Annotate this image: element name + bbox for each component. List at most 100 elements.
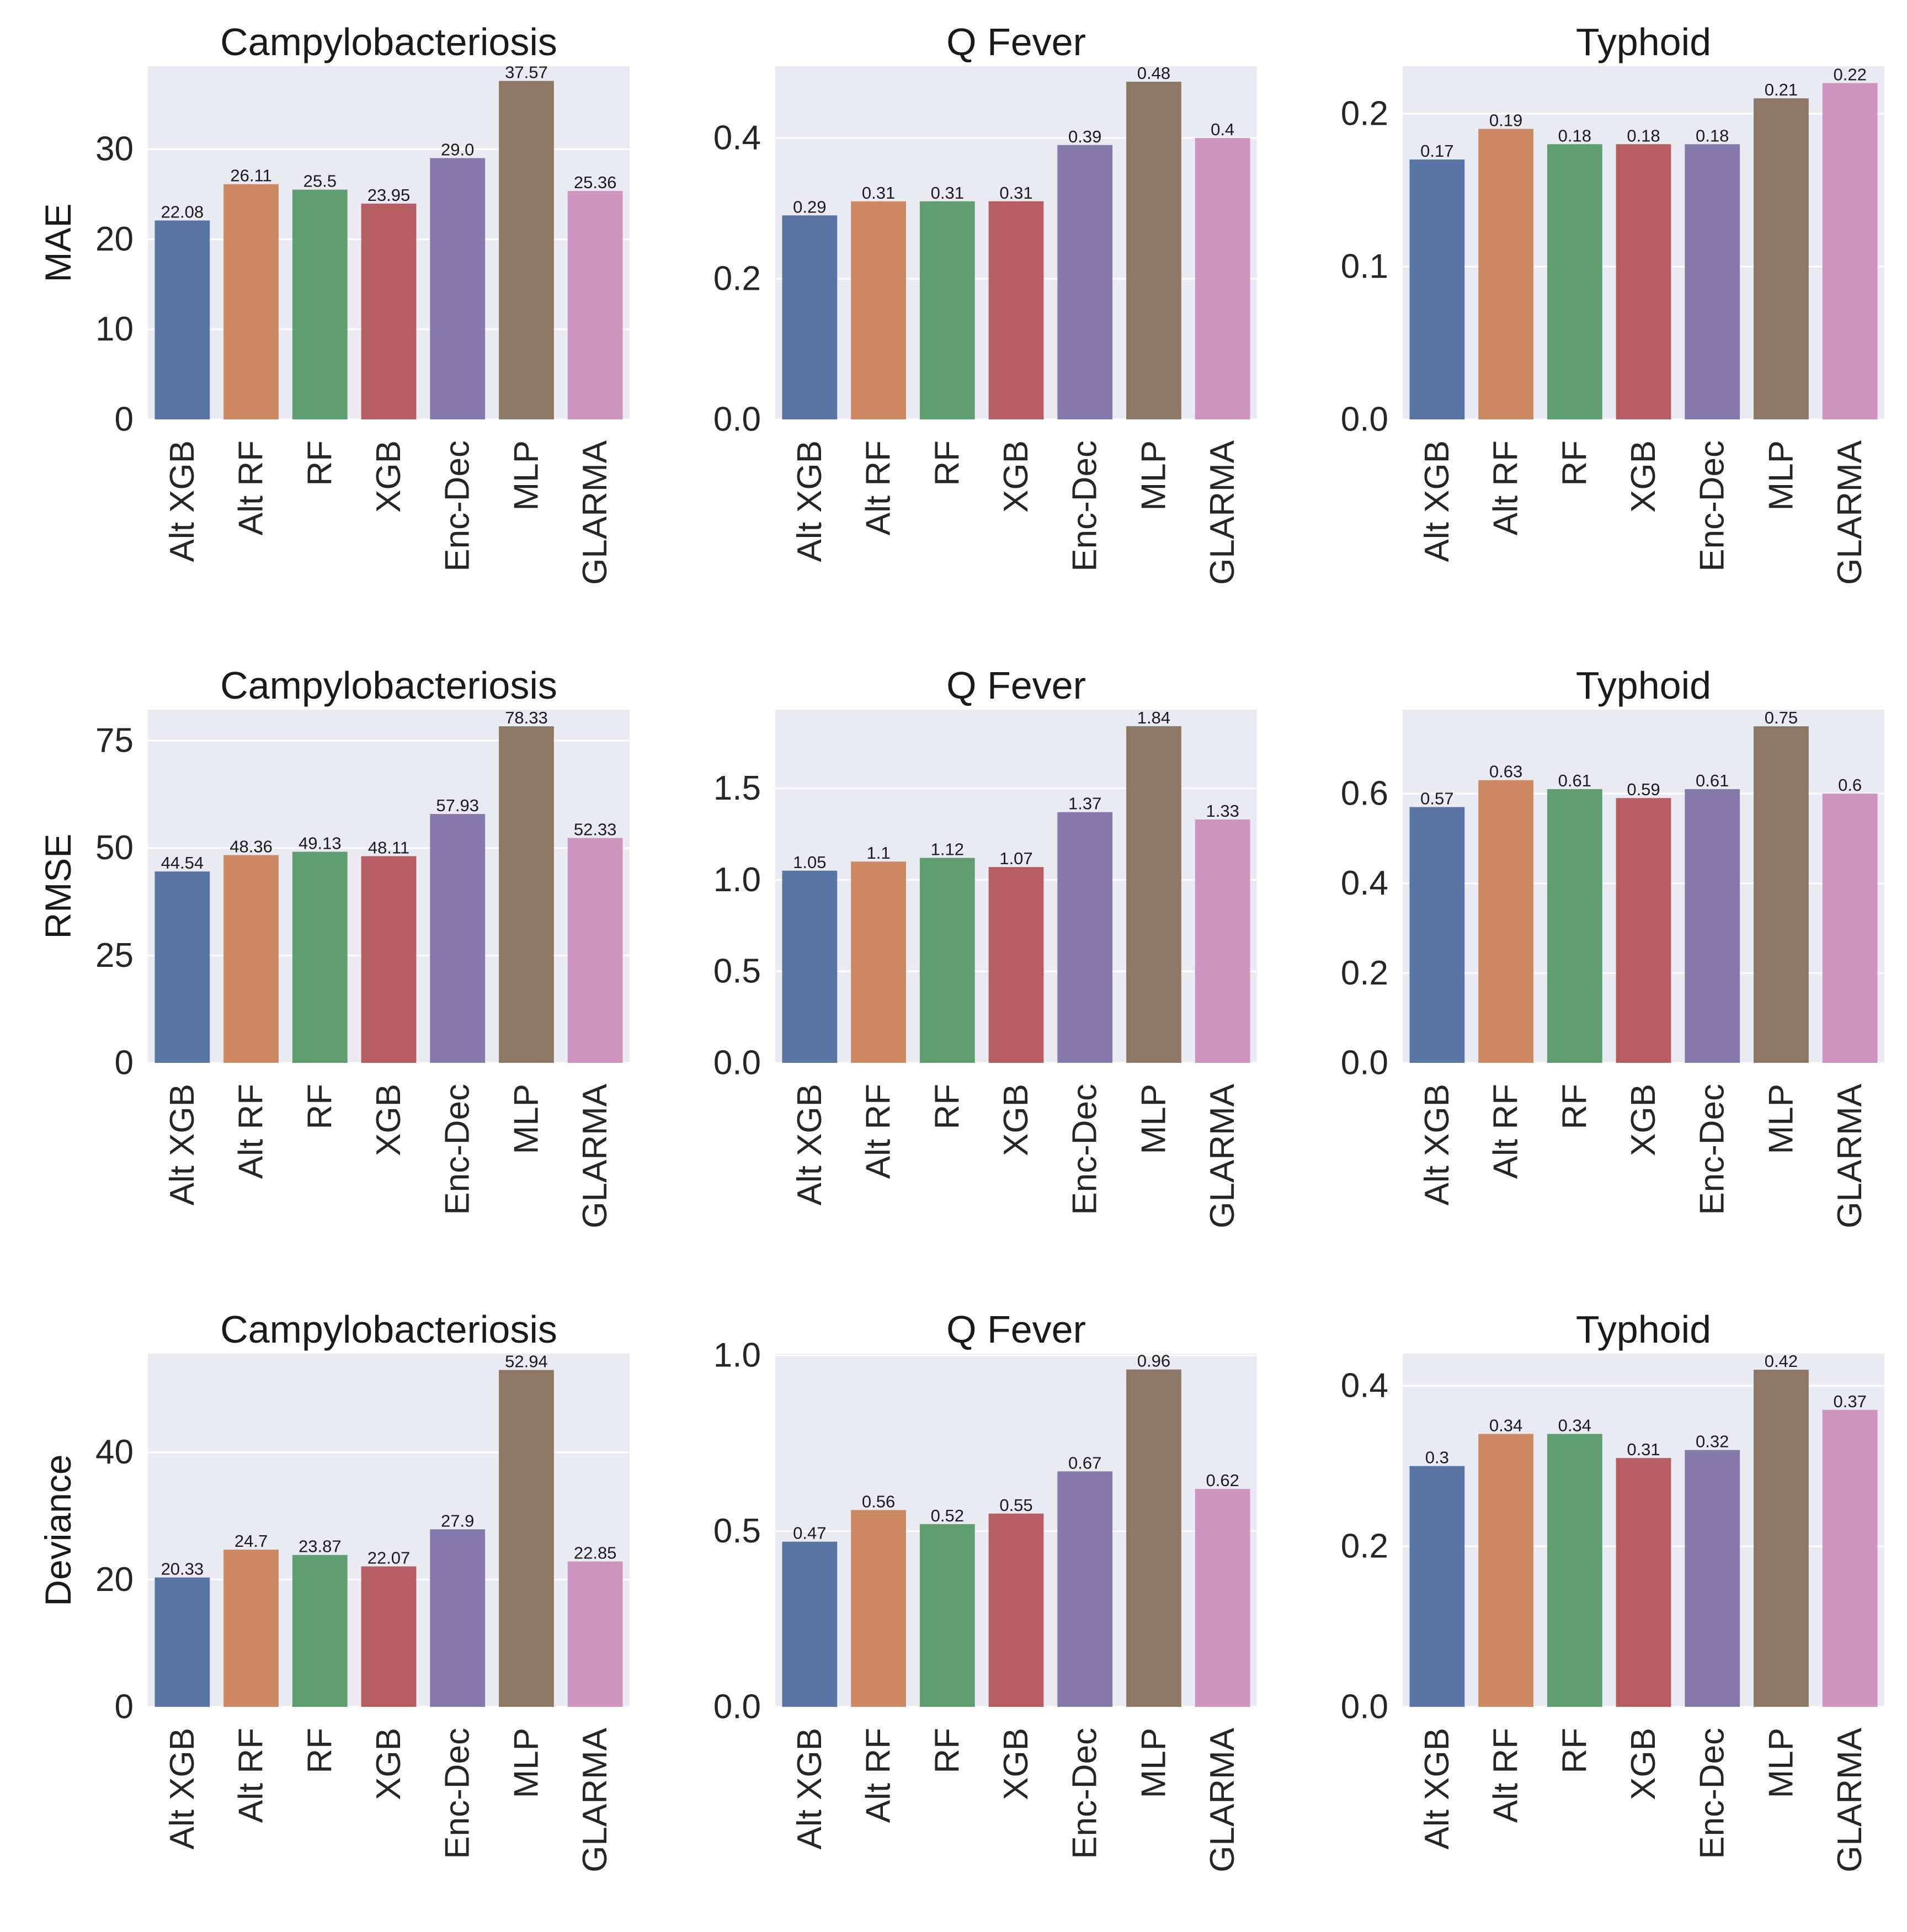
y-tick-label: 0.2 — [1341, 1527, 1388, 1566]
data-label: 52.94 — [505, 1352, 548, 1371]
bar — [499, 1370, 554, 1707]
data-label: 1.33 — [1206, 801, 1239, 821]
y-tick-label: 0.2 — [1341, 94, 1388, 132]
x-tick-label: MLP — [507, 440, 545, 510]
bar — [292, 1555, 348, 1707]
data-label: 0.18 — [1558, 126, 1591, 145]
bar — [1057, 1471, 1113, 1707]
bar — [567, 190, 623, 419]
data-label: 52.33 — [574, 820, 617, 839]
x-tick-label: MLP — [507, 1728, 545, 1798]
chart-title: Q Fever — [946, 1308, 1086, 1351]
bar — [567, 838, 623, 1063]
x-tick-label: RF — [1556, 1728, 1594, 1774]
data-label: 48.11 — [368, 838, 409, 857]
y-tick-label: 0.1 — [1341, 247, 1388, 285]
chart-title: Campylobacteriosis — [220, 20, 557, 63]
y-tick-label: 0.5 — [713, 1512, 761, 1550]
bar — [988, 1513, 1044, 1707]
data-label: 0.17 — [1420, 141, 1453, 161]
bar — [1126, 726, 1181, 1063]
data-label: 0.96 — [1137, 1351, 1170, 1371]
data-label: 0.34 — [1489, 1415, 1522, 1435]
x-tick-label: XGB — [370, 440, 408, 513]
data-label: 25.5 — [303, 172, 337, 191]
bar — [292, 851, 348, 1063]
bar — [1126, 82, 1181, 420]
y-tick-label: 0.2 — [713, 260, 761, 298]
x-tick-label: RF — [928, 440, 966, 486]
data-label: 0.56 — [862, 1492, 895, 1511]
bar — [1478, 780, 1533, 1063]
bar — [1409, 159, 1465, 419]
data-label: 48.36 — [230, 837, 273, 856]
bar — [155, 1577, 210, 1707]
x-tick-label: Enc-Dec — [1693, 440, 1732, 572]
bar — [1754, 1370, 1809, 1707]
y-tick-label: 0.2 — [1341, 954, 1388, 992]
bar — [1547, 144, 1602, 419]
x-tick-label: Alt XGB — [1418, 1728, 1456, 1850]
bar — [223, 855, 279, 1063]
y-tick-label: 0.4 — [713, 119, 761, 157]
chart-title: Typhoid — [1576, 20, 1711, 63]
y-tick-label: 25 — [95, 936, 134, 975]
x-tick-label: RF — [301, 1728, 339, 1774]
data-label: 0.48 — [1137, 63, 1170, 83]
bar — [1616, 798, 1671, 1063]
bar — [567, 1561, 623, 1707]
x-tick-label: Alt RF — [232, 1084, 270, 1179]
bar — [919, 858, 975, 1063]
x-tick-label: Alt XGB — [163, 1084, 201, 1206]
bar — [782, 1541, 838, 1707]
x-tick-label: GLARMA — [576, 1083, 614, 1228]
data-label: 0.52 — [931, 1506, 964, 1525]
bar — [1685, 1450, 1740, 1707]
chart-panel-5: 0.0 0.5 1.0 1.5 1.05 Alt XGB 1.1 Alt RF 1.12 RF 1.… — [713, 664, 1257, 1228]
x-tick-label: Alt RF — [232, 440, 270, 535]
bar — [1822, 794, 1878, 1063]
x-tick-label: XGB — [997, 1084, 1035, 1156]
x-tick-label: Alt XGB — [163, 440, 201, 562]
x-tick-label: Alt RF — [1487, 1728, 1525, 1823]
x-tick-label: MLP — [507, 1084, 545, 1154]
bar — [1195, 819, 1250, 1063]
y-tick-label: 1.0 — [713, 1337, 761, 1375]
bar — [919, 1524, 975, 1707]
bar — [1409, 1466, 1465, 1707]
bar — [782, 870, 838, 1063]
data-label: 0.29 — [793, 197, 826, 216]
bar — [988, 201, 1044, 419]
chart-panel-8: 0.0 0.5 1.0 0.47 Alt XGB 0.56 Alt RF 0.52 RF 0.55… — [713, 1308, 1257, 1872]
x-tick-label: XGB — [997, 440, 1035, 513]
bar — [919, 201, 975, 419]
data-label: 0.47 — [793, 1524, 826, 1543]
x-tick-label: GLARMA — [576, 440, 614, 584]
bar — [361, 856, 417, 1063]
data-label: 24.7 — [235, 1531, 268, 1551]
x-tick-label: Enc-Dec — [1066, 440, 1104, 572]
data-label: 23.87 — [299, 1537, 342, 1556]
x-tick-label: XGB — [1624, 1084, 1663, 1156]
x-tick-label: Enc-Dec — [1693, 1084, 1732, 1215]
chart-panel-3: 0.0 0.1 0.2 0.17 Alt XGB 0.19 Alt RF 0.18 RF 0.18… — [1341, 20, 1884, 585]
x-tick-label: Alt RF — [232, 1728, 270, 1823]
x-tick-label: Alt RF — [860, 1084, 898, 1179]
x-tick-label: GLARMA — [576, 1727, 614, 1872]
data-label: 0.18 — [1627, 126, 1660, 145]
chart-title: Q Fever — [946, 664, 1086, 707]
data-label: 57.93 — [436, 796, 479, 815]
y-tick-label: 0 — [115, 1688, 134, 1726]
x-tick-label: Enc-Dec — [1066, 1084, 1104, 1215]
x-tick-label: Alt RF — [1487, 1084, 1525, 1179]
data-label: 29.0 — [441, 140, 474, 159]
data-label: 0.55 — [999, 1495, 1032, 1515]
bar — [155, 871, 210, 1063]
x-tick-label: Enc-Dec — [439, 440, 477, 572]
x-tick-label: XGB — [370, 1728, 408, 1800]
x-tick-label: RF — [1556, 440, 1594, 486]
chart-panel-9: 0.0 0.2 0.4 0.3 Alt XGB 0.34 Alt RF 0.34 RF 0.31 X… — [1341, 1308, 1884, 1872]
bar — [499, 726, 554, 1063]
chart-title: Q Fever — [946, 20, 1086, 63]
data-label: 0.34 — [1558, 1415, 1591, 1435]
